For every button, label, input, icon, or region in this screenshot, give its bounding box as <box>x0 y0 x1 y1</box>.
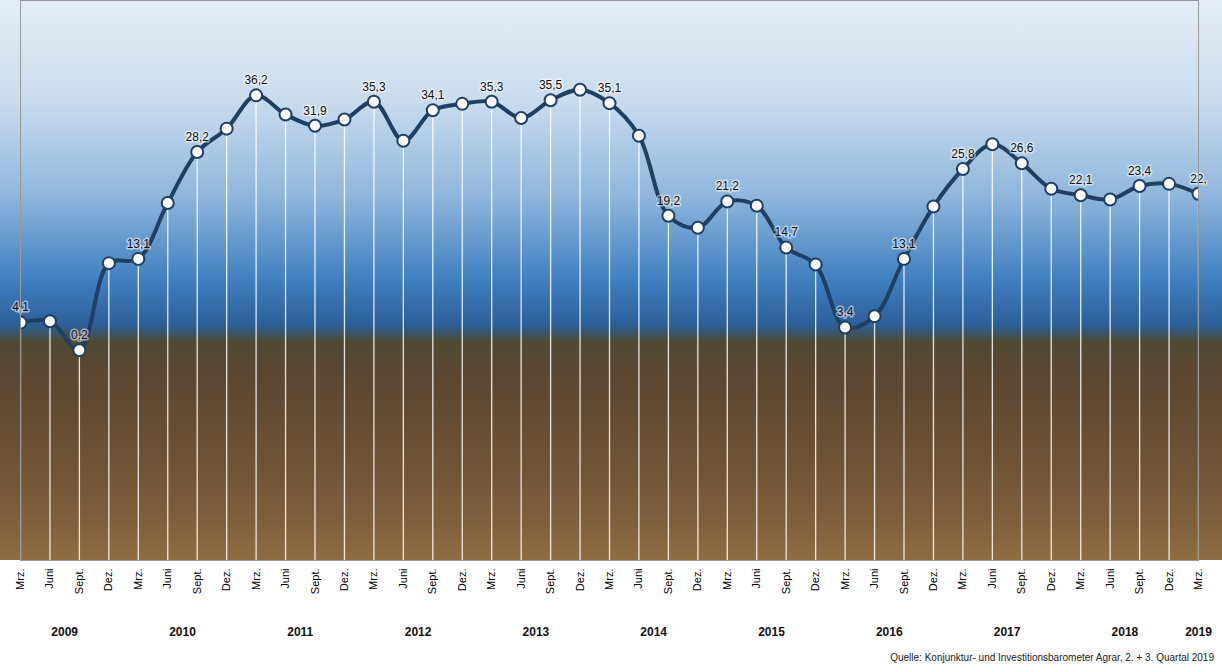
svg-text:Dez.: Dez. <box>338 569 350 592</box>
svg-text:34,1: 34,1 <box>421 88 445 102</box>
svg-text:Dez.: Dez. <box>574 569 586 592</box>
svg-text:31,9: 31,9 <box>303 104 327 118</box>
svg-text:Sept.: Sept. <box>898 569 910 595</box>
svg-text:Dez.: Dez. <box>456 569 468 592</box>
svg-text:Mrz.: Mrz. <box>603 569 615 590</box>
svg-text:Dez.: Dez. <box>102 569 114 592</box>
svg-text:Dez.: Dez. <box>220 569 232 592</box>
svg-text:Sept.: Sept. <box>662 569 674 595</box>
svg-text:Sept.: Sept. <box>191 569 203 595</box>
svg-text:Dez.: Dez. <box>809 569 821 592</box>
svg-text:22,1: 22,1 <box>1069 173 1093 187</box>
svg-text:Juni: Juni <box>1104 569 1116 589</box>
svg-text:Sept.: Sept. <box>73 569 85 595</box>
svg-text:25,8: 25,8 <box>951 147 975 161</box>
svg-text:Dez.: Dez. <box>1045 569 1057 592</box>
svg-text:35,3: 35,3 <box>362 80 386 94</box>
svg-text:2013: 2013 <box>523 625 550 639</box>
svg-text:2019: 2019 <box>1185 625 1212 639</box>
svg-text:3,4: 3,4 <box>837 305 854 319</box>
svg-text:Juni: Juni <box>868 569 880 589</box>
svg-text:Sept.: Sept. <box>1015 569 1027 595</box>
svg-text:Mrz.: Mrz. <box>250 569 262 590</box>
svg-text:Mrz.: Mrz. <box>1192 569 1204 590</box>
svg-text:2018: 2018 <box>1112 625 1139 639</box>
svg-text:Dez.: Dez. <box>1163 569 1175 592</box>
html-text:Quelle: Konjunktur- und Invest: Quelle: Konjunktur- und Investitionsbaro… <box>890 652 1214 663</box>
svg-text:Dez.: Dez. <box>691 569 703 592</box>
svg-text:Juni: Juni <box>161 569 173 589</box>
svg-text:Mrz.: Mrz. <box>485 569 497 590</box>
svg-text:Juni: Juni <box>986 569 998 589</box>
svg-text:Juni: Juni <box>43 569 55 589</box>
svg-text:13,1: 13,1 <box>892 237 916 251</box>
svg-text:Sept.: Sept. <box>780 569 792 595</box>
svg-text:Juni: Juni <box>279 569 291 589</box>
svg-text:14,7: 14,7 <box>775 225 799 239</box>
svg-text:Juni: Juni <box>632 569 644 589</box>
svg-text:13,1: 13,1 <box>127 237 151 251</box>
svg-text:28,2: 28,2 <box>186 130 210 144</box>
svg-text:Mrz.: Mrz. <box>721 569 733 590</box>
svg-text:2016: 2016 <box>876 625 903 639</box>
svg-text:19,2: 19,2 <box>657 194 681 208</box>
svg-text:36,2: 36,2 <box>244 73 268 87</box>
svg-text:Mrz.: Mrz. <box>956 569 968 590</box>
svg-text:Juni: Juni <box>750 569 762 589</box>
svg-text:Sept.: Sept. <box>544 569 556 595</box>
svg-text:21,2: 21,2 <box>716 179 740 193</box>
svg-text:2015: 2015 <box>758 625 785 639</box>
svg-text:Sept.: Sept. <box>1133 569 1145 595</box>
svg-text:2010: 2010 <box>169 625 196 639</box>
svg-text:0,2: 0,2 <box>71 328 88 342</box>
svg-text:Mrz.: Mrz. <box>839 569 851 590</box>
svg-text:4,1: 4,1 <box>12 300 29 315</box>
svg-text:22,: 22, <box>1190 171 1207 186</box>
svg-text:2011: 2011 <box>287 625 313 639</box>
svg-text:Mrz.: Mrz. <box>367 569 379 590</box>
svg-text:Juni: Juni <box>515 569 527 589</box>
svg-text:Sept.: Sept. <box>309 569 321 595</box>
svg-text:35,3: 35,3 <box>480 80 504 94</box>
svg-text:2014: 2014 <box>640 625 667 639</box>
svg-text:Sept.: Sept. <box>426 569 438 595</box>
svg-text:23,4: 23,4 <box>1128 164 1152 178</box>
svg-text:Mrz.: Mrz. <box>132 569 144 590</box>
svg-text:35,5: 35,5 <box>539 78 563 92</box>
svg-text:2017: 2017 <box>994 625 1021 639</box>
svg-text:Juni: Juni <box>397 569 409 589</box>
svg-text:Dez.: Dez. <box>927 569 939 592</box>
svg-text:35,1: 35,1 <box>598 81 622 95</box>
svg-text:2012: 2012 <box>405 625 432 639</box>
svg-text:Mrz.: Mrz. <box>14 569 26 590</box>
svg-text:Mrz.: Mrz. <box>1074 569 1086 590</box>
svg-text:2009: 2009 <box>51 625 78 639</box>
svg-text:26,6: 26,6 <box>1010 141 1034 155</box>
